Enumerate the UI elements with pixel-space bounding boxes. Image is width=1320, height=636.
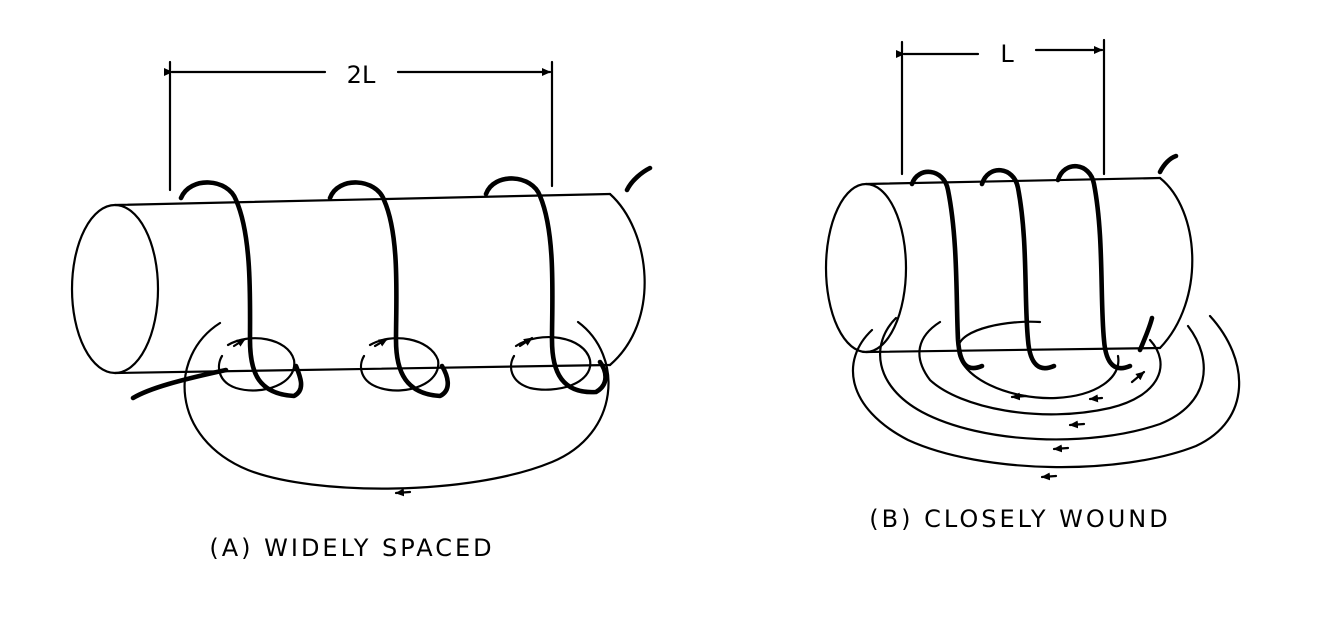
panel-b-dimension-label: L bbox=[1000, 40, 1014, 68]
panel-a-coil-wire bbox=[130, 165, 653, 401]
panel-a-widely-spaced: 2L (A) WIDELY SPAC bbox=[70, 60, 653, 562]
panel-a-dimension: 2L bbox=[164, 60, 554, 192]
panel-a-dimension-label: 2L bbox=[347, 61, 376, 89]
panel-a-caption: (A) WIDELY SPACED bbox=[209, 534, 494, 562]
panel-b-caption: (B) CLOSELY WOUND bbox=[869, 505, 1170, 533]
panel-b-cylinder bbox=[824, 176, 1194, 354]
panel-a-flux-lines bbox=[183, 320, 610, 497]
panel-b-flux-lines bbox=[851, 314, 1241, 481]
panel-b-dimension: L bbox=[896, 38, 1106, 176]
panel-b-coil-wire bbox=[909, 153, 1179, 371]
panel-a-cylinder bbox=[70, 192, 646, 375]
panel-b-closely-wound: L (B bbox=[824, 38, 1241, 533]
